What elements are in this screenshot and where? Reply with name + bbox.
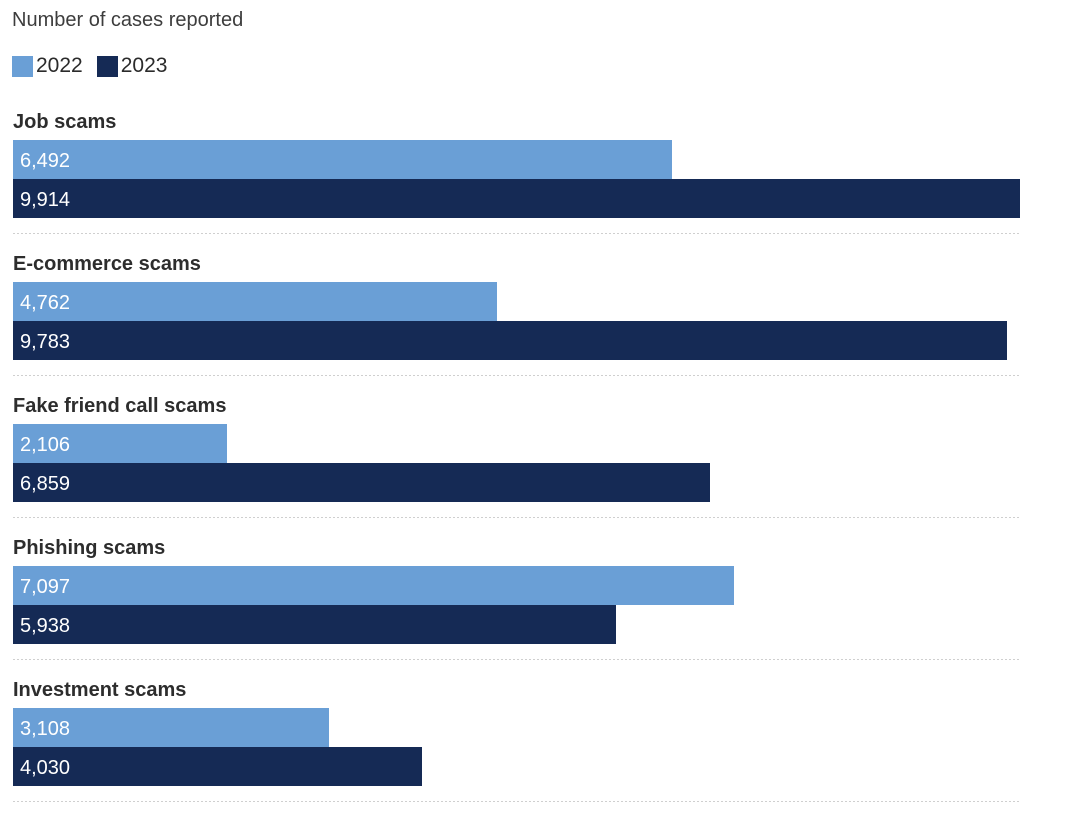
value-label-phishing-scams-2023: 5,938 (20, 615, 70, 637)
value-label-job-scams-2022: 6,492 (20, 150, 70, 172)
value-label-fake-friend-call-scams-2022: 2,106 (20, 434, 70, 456)
category-label-phishing-scams: Phishing scams (13, 537, 165, 559)
legend-label-2022: 2022 (36, 54, 83, 77)
chart-legend: 2022 2023 (12, 53, 181, 79)
bar-job-scams-2023 (13, 179, 1020, 218)
legend-item-2023: 2023 (96, 54, 168, 78)
category-label-fake-friend-call-scams: Fake friend call scams (13, 395, 226, 417)
legend-label-2023: 2023 (120, 54, 168, 77)
bar-phishing-scams-2022 (13, 566, 734, 605)
value-label-e-commerce-scams-2022: 4,762 (20, 292, 70, 314)
category-label-investment-scams: Investment scams (13, 679, 186, 701)
category-label-job-scams: Job scams (13, 111, 116, 133)
bar-e-commerce-scams-2022 (13, 282, 497, 321)
bar-e-commerce-scams-2023 (13, 321, 1007, 360)
legend-swatch-2022 (12, 55, 33, 77)
bar-phishing-scams-2023 (13, 605, 616, 644)
legend-swatch-2023 (96, 55, 118, 77)
value-label-job-scams-2023: 9,914 (20, 189, 70, 211)
value-label-investment-scams-2022: 3,108 (20, 718, 70, 740)
value-label-investment-scams-2023: 4,030 (20, 757, 70, 779)
value-label-e-commerce-scams-2023: 9,783 (20, 331, 70, 353)
bar-fake-friend-call-scams-2022 (13, 424, 227, 463)
value-label-phishing-scams-2022: 7,097 (20, 576, 70, 598)
bar-investment-scams-2022 (13, 708, 329, 747)
category-label-e-commerce-scams: E-commerce scams (13, 253, 201, 275)
legend-item-2022: 2022 (12, 54, 83, 78)
value-label-fake-friend-call-scams-2023: 6,859 (20, 473, 70, 495)
bar-fake-friend-call-scams-2023 (13, 463, 710, 502)
chart-subtitle: Number of cases reported (12, 9, 244, 31)
bar-job-scams-2022 (13, 140, 672, 179)
bar-investment-scams-2023 (13, 747, 422, 786)
